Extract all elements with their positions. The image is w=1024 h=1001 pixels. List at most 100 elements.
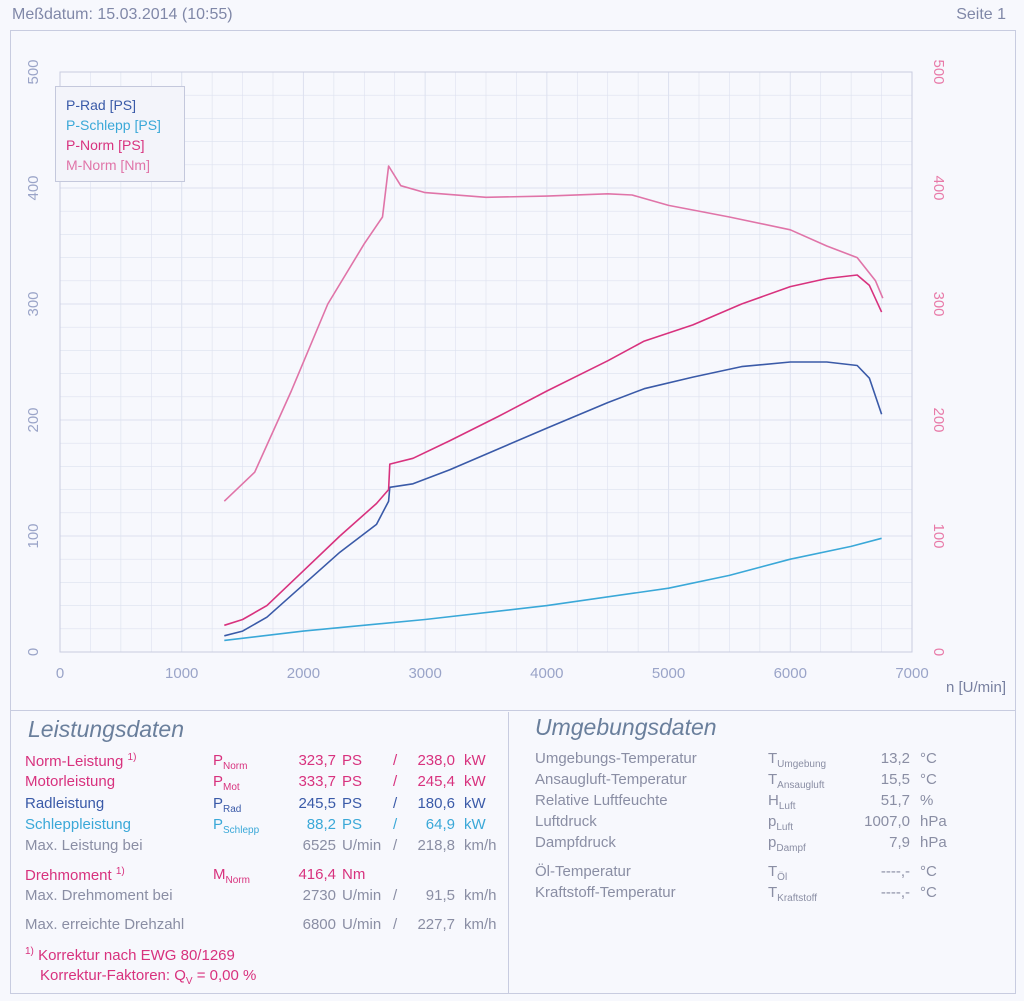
row-symbol: TUmgebung — [768, 750, 827, 770]
leistung-row-norm: Norm-Leistung 1) PNorm 323,7 PS / 238,0 kW — [0, 752, 508, 772]
page-frame — [10, 30, 1016, 994]
row-label: Luftdruck — [535, 813, 597, 830]
row-label: Schleppleistung — [25, 816, 131, 833]
x-tick-label: 4000 — [530, 665, 563, 682]
legend-item-p-norm: P-Norm [PS] — [66, 137, 145, 153]
row-label: Öl-Temperatur — [535, 863, 631, 880]
umgebung-row: Umgebungs-Temperatur TUmgebung 13,2 °C — [0, 750, 1010, 770]
row-value-1: 245,5 — [298, 795, 336, 812]
row-value: 7,9 — [889, 834, 910, 851]
row-unit-2: km/h — [464, 887, 497, 904]
row-symbol: TÖl — [768, 863, 788, 883]
row-symbol: PSchlepp — [213, 816, 260, 836]
page-number: Seite 1 — [956, 6, 1006, 23]
row-value-1: 2730 — [302, 887, 336, 904]
x-tick-label: 1000 — [165, 665, 198, 682]
x-tick-label: 3000 — [408, 665, 441, 682]
x-tick-label: 2000 — [287, 665, 320, 682]
row-value-2: 245,4 — [417, 773, 455, 790]
series-p-norm — [224, 274, 883, 627]
row-value-1: 323,7 — [298, 752, 336, 769]
row-label: Dampfdruck — [535, 834, 616, 851]
umgebung-row: Dampfdruck pDampf 7,9 hPa — [0, 834, 1010, 854]
row-label: Kraftstoff-Temperatur — [535, 884, 676, 901]
legend-item-p-schlepp: P-Schlepp [PS] — [66, 117, 161, 133]
row-symbol: PMot — [213, 773, 240, 793]
row-value-2: 218,8 — [417, 837, 455, 854]
umgebungsdaten-title: Umgebungsdaten — [535, 714, 717, 740]
row-symbol: PRad — [213, 795, 242, 815]
row-label: Max. Drehmoment bei — [25, 887, 173, 904]
row-value-1: 333,7 — [298, 773, 336, 790]
plot-area — [59, 71, 913, 653]
row-value: ----,- — [880, 863, 910, 880]
y-tick-label-left: 300 — [25, 291, 42, 316]
row-unit-2: kW — [464, 816, 486, 833]
row-unit-1: PS — [342, 752, 363, 769]
row-label: Relative Luftfeuchte — [535, 792, 668, 809]
y-tick-label-right: 100 — [930, 523, 947, 548]
row-value-1: 6800 — [302, 916, 336, 933]
legend-item-m-norm: M-Norm [Nm] — [66, 157, 150, 173]
row-separator: / — [393, 887, 398, 904]
row-separator: / — [393, 916, 398, 933]
row-value-2: 227,7 — [417, 916, 455, 933]
row-label: Norm-Leistung 1) — [25, 752, 137, 770]
row-unit: % — [920, 792, 934, 809]
umgebung-row: Kraftstoff-Temperatur TKraftstoff ----,- °C — [0, 884, 1010, 904]
correction-factor-label: Korrektur-Faktoren: Q — [40, 967, 186, 984]
row-symbol: TKraftstoff — [768, 884, 818, 904]
row-unit: °C — [920, 884, 937, 901]
row-value: 13,2 — [880, 750, 910, 767]
row-unit-2: kW — [464, 773, 486, 790]
row-label: Radleistung — [25, 795, 105, 812]
y-tick-label-left: 500 — [25, 59, 42, 84]
y-tick-label-right: 200 — [930, 407, 947, 432]
row-label: Drehmoment 1) — [25, 866, 125, 884]
row-unit-1: PS — [342, 795, 363, 812]
footnote-text: Korrektur nach EWG 80/1269 — [38, 947, 235, 964]
leistung-row-rad: Radleistung PRad 245,5 PS / 180,6 kW — [0, 795, 508, 815]
leistung-row-maxleistung: Max. Leistung bei 6525 U/min / 218,8 km/h — [0, 837, 508, 857]
leistung-row-drehmoment: Drehmoment 1) MNorm 416,4 Nm — [0, 866, 508, 886]
y-tick-label-right: 0 — [930, 648, 947, 656]
correction-factor-sub: V — [185, 976, 193, 987]
correction-factor-value: = 0,00 % — [196, 967, 257, 984]
row-label: Max. erreichte Drehzahl — [25, 916, 185, 933]
row-value: 15,5 — [880, 771, 910, 788]
series-m-norm — [223, 165, 884, 502]
x-tick-label: 0 — [56, 665, 64, 682]
footnote-mark: 1) — [25, 946, 34, 957]
series-p-schlepp — [224, 537, 882, 642]
y-tick-label-left: 100 — [25, 523, 42, 548]
y-tick-label-left: 200 — [25, 407, 42, 432]
x-tick-label: 7000 — [895, 665, 928, 682]
row-label: Umgebungs-Temperatur — [535, 750, 697, 767]
x-tick-label: 6000 — [774, 665, 807, 682]
series-p-rad — [224, 361, 883, 637]
row-unit: hPa — [920, 834, 947, 851]
row-unit-2: kW — [464, 795, 486, 812]
row-unit-1: U/min — [342, 887, 382, 904]
x-axis-label: n [U/min] — [946, 679, 1006, 696]
leistung-row-maxdreh: Max. Drehmoment bei 2730 U/min / 91,5 km/h — [0, 887, 508, 907]
row-symbol: HLuft — [768, 792, 796, 812]
footnote: 1) Korrektur nach EWG 80/1269 — [25, 946, 235, 964]
row-value-2: 238,0 — [417, 752, 455, 769]
dyno-chart: 0 1000 2000 3000 4000 5000 6000 700001002003004… — [25, 59, 1006, 696]
umgebung-row: Öl-Temperatur TÖl ----,- °C — [0, 863, 1010, 883]
row-symbol: pLuft — [768, 813, 794, 833]
row-symbol: PNorm — [213, 752, 248, 772]
row-value-1: 416,4 — [298, 866, 336, 883]
row-value-2: 91,5 — [425, 887, 455, 904]
row-separator: / — [393, 795, 398, 812]
y-tick-label-right: 300 — [930, 291, 947, 316]
y-tick-label-right: 400 — [930, 175, 947, 200]
row-unit: °C — [920, 750, 937, 767]
row-unit: °C — [920, 863, 937, 880]
row-separator: / — [393, 752, 398, 769]
row-symbol: TAnsaugluft — [768, 771, 825, 791]
row-unit-2: km/h — [464, 916, 497, 933]
row-value-1: 6525 — [302, 837, 336, 854]
section-divider — [10, 710, 1016, 711]
